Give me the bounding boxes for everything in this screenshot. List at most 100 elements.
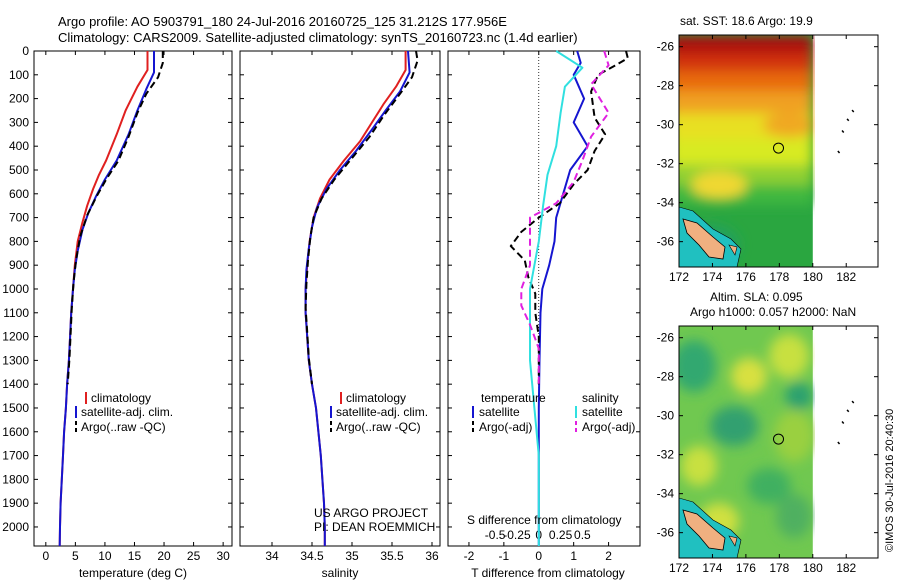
float-position-marker xyxy=(773,142,784,154)
header-line2: Climatology: CARS2009. Satellite-adjuste… xyxy=(58,30,578,45)
map-x-tick-label: 176 xyxy=(736,561,756,575)
x-tick-label: 30 xyxy=(216,549,230,563)
map-x-tick-label: 174 xyxy=(702,561,722,575)
map-x-tick-label: 180 xyxy=(803,270,823,284)
x-tick-label: 2 xyxy=(605,549,612,563)
sla-blob xyxy=(681,446,717,486)
coastline xyxy=(679,497,742,558)
land xyxy=(682,218,726,260)
imos-credit: ©IMOS 30-Jul-2016 20:40:30 xyxy=(884,409,896,552)
sst-map: 172 174 176 178 180 182 -26 -28 -30 -32 -34 -36 xyxy=(657,34,879,284)
depth-tick-label: 200 xyxy=(9,92,29,106)
sst-field xyxy=(679,35,815,267)
plot-frame xyxy=(239,50,441,547)
coastline xyxy=(679,206,742,267)
sst-map-title: sat. SST: 18.6 Argo: 19.9 xyxy=(680,14,813,28)
map-y-tick-label: -32 xyxy=(657,157,675,171)
sst-bands xyxy=(679,35,815,265)
series-s-satellite xyxy=(529,50,584,546)
depth-tick-label: 1800 xyxy=(2,472,29,486)
s-tick-label: -0.25 xyxy=(503,528,531,542)
temperature-legend: climatology satellite-adj. clim. Argo(..… xyxy=(75,391,173,434)
sst-band xyxy=(679,91,813,117)
sla-blob xyxy=(747,468,791,504)
legend-label-satellite: satellite-adj. clim. xyxy=(336,405,428,419)
difference-legend: temperature salinity satellite Argo(-adj… xyxy=(467,391,635,527)
sla-map: 172 174 176 178 180 182 -26 -28 -30 -32 -34 -36 xyxy=(657,325,879,575)
sla-blob xyxy=(785,382,813,410)
series-argo-raw-qc xyxy=(304,50,419,385)
x-tick-label: 10 xyxy=(98,549,112,563)
s-difference-axis-title: S difference from climatology xyxy=(467,513,622,527)
island-mark xyxy=(837,150,841,154)
x-tick-label: 15 xyxy=(128,549,142,563)
legend-title-temperature: temperature xyxy=(481,391,546,405)
sla-blob xyxy=(774,410,814,462)
legend-label-s-argo: Argo(-adj) xyxy=(582,420,635,434)
depth-tick-label: 1600 xyxy=(2,425,29,439)
header-line1: Argo profile: AO 5903791_180 24-Jul-2016… xyxy=(58,14,507,29)
map-y-tick-label: -28 xyxy=(657,370,675,384)
plot-frame xyxy=(447,50,641,547)
legend-label-t-satellite: satellite xyxy=(479,405,520,419)
map-x-tick-label: 182 xyxy=(836,561,856,575)
map-x-tick-label: 180 xyxy=(803,561,823,575)
depth-tick-label: 1300 xyxy=(2,353,29,367)
depth-tick-label: 1100 xyxy=(3,306,29,320)
s-tick-label: 0.5 xyxy=(574,528,591,542)
depth-tick-label: 1000 xyxy=(2,282,29,296)
depth-tick-label: 1900 xyxy=(2,496,29,510)
sla-blob xyxy=(679,340,716,392)
x-tick-label: -2 xyxy=(464,549,475,563)
sla-blobs xyxy=(679,334,814,539)
legend-title-salinity: salinity xyxy=(582,391,619,405)
salinity-legend: climatology satellite-adj. clim. Argo(..… xyxy=(314,391,435,534)
depth-tick-label: 900 xyxy=(9,258,29,272)
x-tick-label: 35 xyxy=(345,549,359,563)
map-x-tick-label: 176 xyxy=(736,270,756,284)
x-tick-label: 35.5 xyxy=(380,549,404,563)
map-x-tick-label: 174 xyxy=(702,270,722,284)
map-frame xyxy=(678,34,879,268)
difference-profile-panel: -2 -1 0 1 2 T difference from climatology -0.5… xyxy=(447,50,641,580)
project-annotation-line1: US ARGO PROJECT xyxy=(314,506,429,520)
plot-frame xyxy=(33,50,233,547)
depth-tick-label: 2000 xyxy=(2,520,29,534)
map-y-tick-label: -34 xyxy=(657,196,675,210)
depth-tick-label: 1700 xyxy=(2,449,29,463)
legend-label-argo: Argo(..raw -QC) xyxy=(81,420,166,434)
s-tick-label: 0.25 xyxy=(549,528,573,542)
x-tick-label: 36 xyxy=(425,549,439,563)
sst-patch xyxy=(691,171,747,199)
sla-blob xyxy=(769,334,809,378)
legend-label-argo: Argo(..raw -QC) xyxy=(336,420,421,434)
depth-tick-label: 1500 xyxy=(2,401,29,415)
x-tick-label: 34 xyxy=(265,549,279,563)
depth-tick-label: 400 xyxy=(9,139,29,153)
series-satellite-adj-clim xyxy=(304,50,411,546)
x-tick-label: 0 xyxy=(535,549,542,563)
depth-tick-label: 1400 xyxy=(2,377,29,391)
map-y-tick-label: -36 xyxy=(657,235,675,249)
depth-axis-labels: 0 100 200 300 400 500 600 700 800 900 1000 1100 1200… xyxy=(2,44,29,534)
map-x-tick-label: 172 xyxy=(669,270,689,284)
map-x-tick-label: 182 xyxy=(836,270,856,284)
series-s-argo-adj xyxy=(520,50,610,385)
map-x-tick-label: 178 xyxy=(769,270,789,284)
x-axis-label: temperature (deg C) xyxy=(79,566,187,580)
legend-label-t-argo: Argo(-adj) xyxy=(479,420,532,434)
map-y-tick-label: -36 xyxy=(657,526,675,540)
map-y-tick-label: -30 xyxy=(657,118,675,132)
sst-band xyxy=(679,53,813,75)
island-mark xyxy=(846,118,850,122)
sla-blob xyxy=(776,494,812,538)
legend-label-climatology: climatology xyxy=(346,391,406,405)
s-tick-label: -0.5 xyxy=(485,528,506,542)
island-mark xyxy=(851,400,855,404)
salinity-profile-panel: 34 34.5 35 35.5 36 salinity xyxy=(239,50,441,580)
depth-tick-label: 600 xyxy=(9,187,29,201)
x-tick-label: 1 xyxy=(570,549,577,563)
x-tick-label: 5 xyxy=(72,549,79,563)
depth-tick-label: 1200 xyxy=(2,330,29,344)
island-mark xyxy=(851,109,855,113)
